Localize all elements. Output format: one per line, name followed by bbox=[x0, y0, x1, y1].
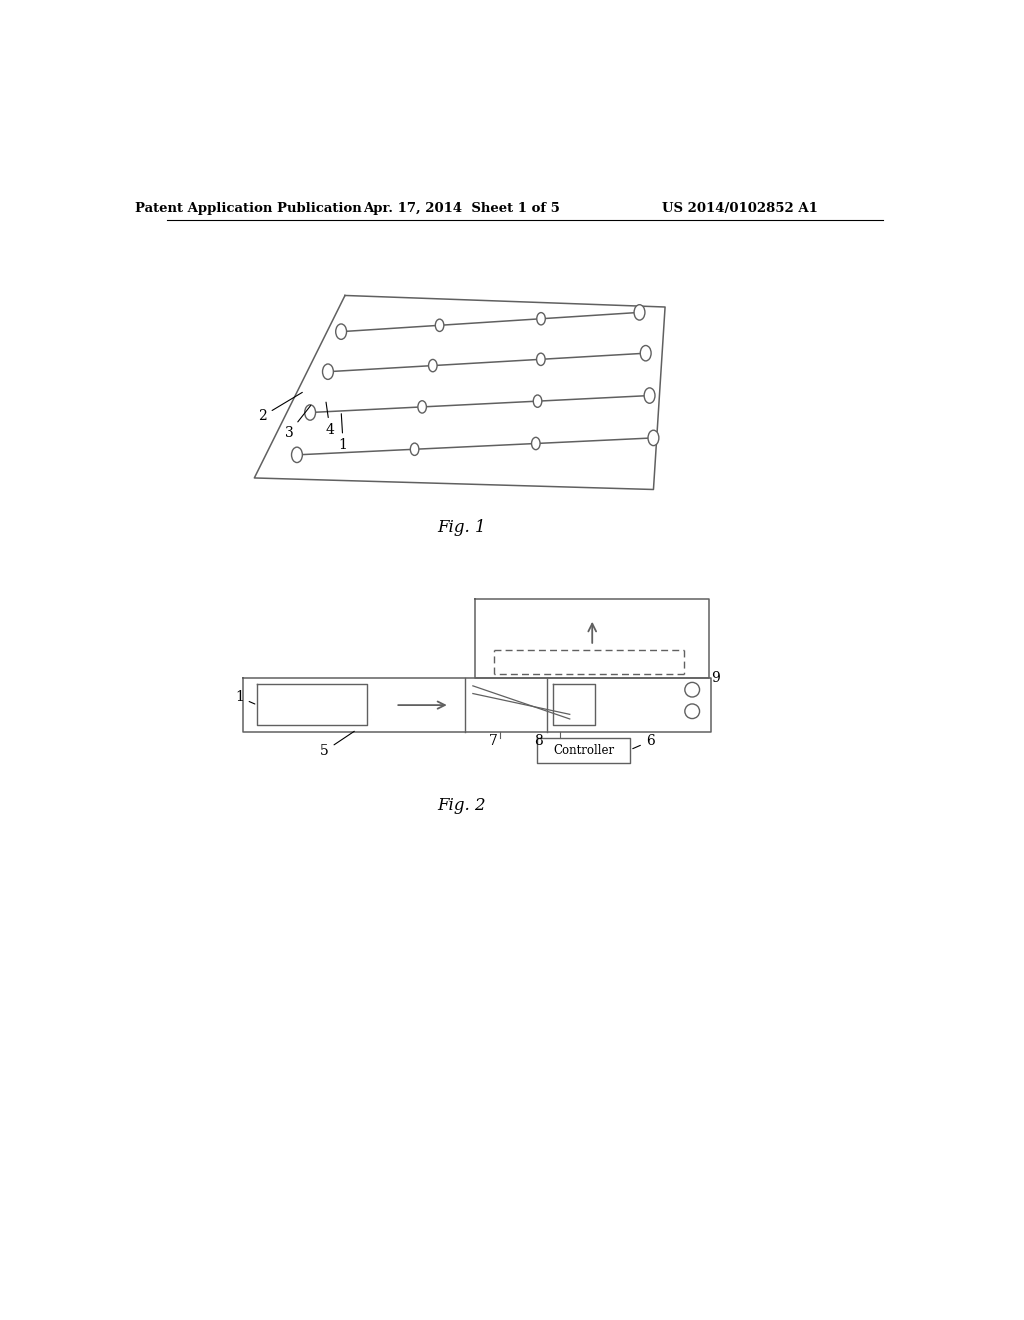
Ellipse shape bbox=[644, 388, 655, 404]
Ellipse shape bbox=[537, 354, 545, 366]
Ellipse shape bbox=[634, 305, 645, 321]
Ellipse shape bbox=[640, 346, 651, 360]
Ellipse shape bbox=[323, 364, 334, 379]
Text: 9: 9 bbox=[711, 671, 720, 685]
Ellipse shape bbox=[537, 313, 546, 325]
Ellipse shape bbox=[435, 319, 443, 331]
Text: Fig. 2: Fig. 2 bbox=[437, 797, 485, 813]
Ellipse shape bbox=[336, 323, 346, 339]
Text: 1: 1 bbox=[234, 690, 255, 705]
Text: Patent Application Publication: Patent Application Publication bbox=[135, 202, 361, 215]
Ellipse shape bbox=[305, 405, 315, 420]
Text: 8: 8 bbox=[535, 734, 543, 748]
Text: 4: 4 bbox=[326, 403, 335, 437]
Ellipse shape bbox=[648, 430, 658, 446]
Text: Controller: Controller bbox=[553, 744, 614, 758]
Text: US 2014/0102852 A1: US 2014/0102852 A1 bbox=[663, 202, 818, 215]
Text: Apr. 17, 2014  Sheet 1 of 5: Apr. 17, 2014 Sheet 1 of 5 bbox=[362, 202, 560, 215]
Text: 1: 1 bbox=[339, 413, 348, 453]
Text: 5: 5 bbox=[321, 731, 354, 758]
Ellipse shape bbox=[531, 437, 540, 450]
Text: 6: 6 bbox=[633, 734, 654, 748]
Text: 2: 2 bbox=[258, 392, 302, 424]
Text: 7: 7 bbox=[489, 734, 499, 748]
Ellipse shape bbox=[534, 395, 542, 408]
Ellipse shape bbox=[418, 401, 426, 413]
Ellipse shape bbox=[292, 447, 302, 462]
Ellipse shape bbox=[429, 359, 437, 372]
Text: Fig. 1: Fig. 1 bbox=[437, 520, 485, 536]
Ellipse shape bbox=[411, 444, 419, 455]
Text: 3: 3 bbox=[285, 405, 310, 440]
